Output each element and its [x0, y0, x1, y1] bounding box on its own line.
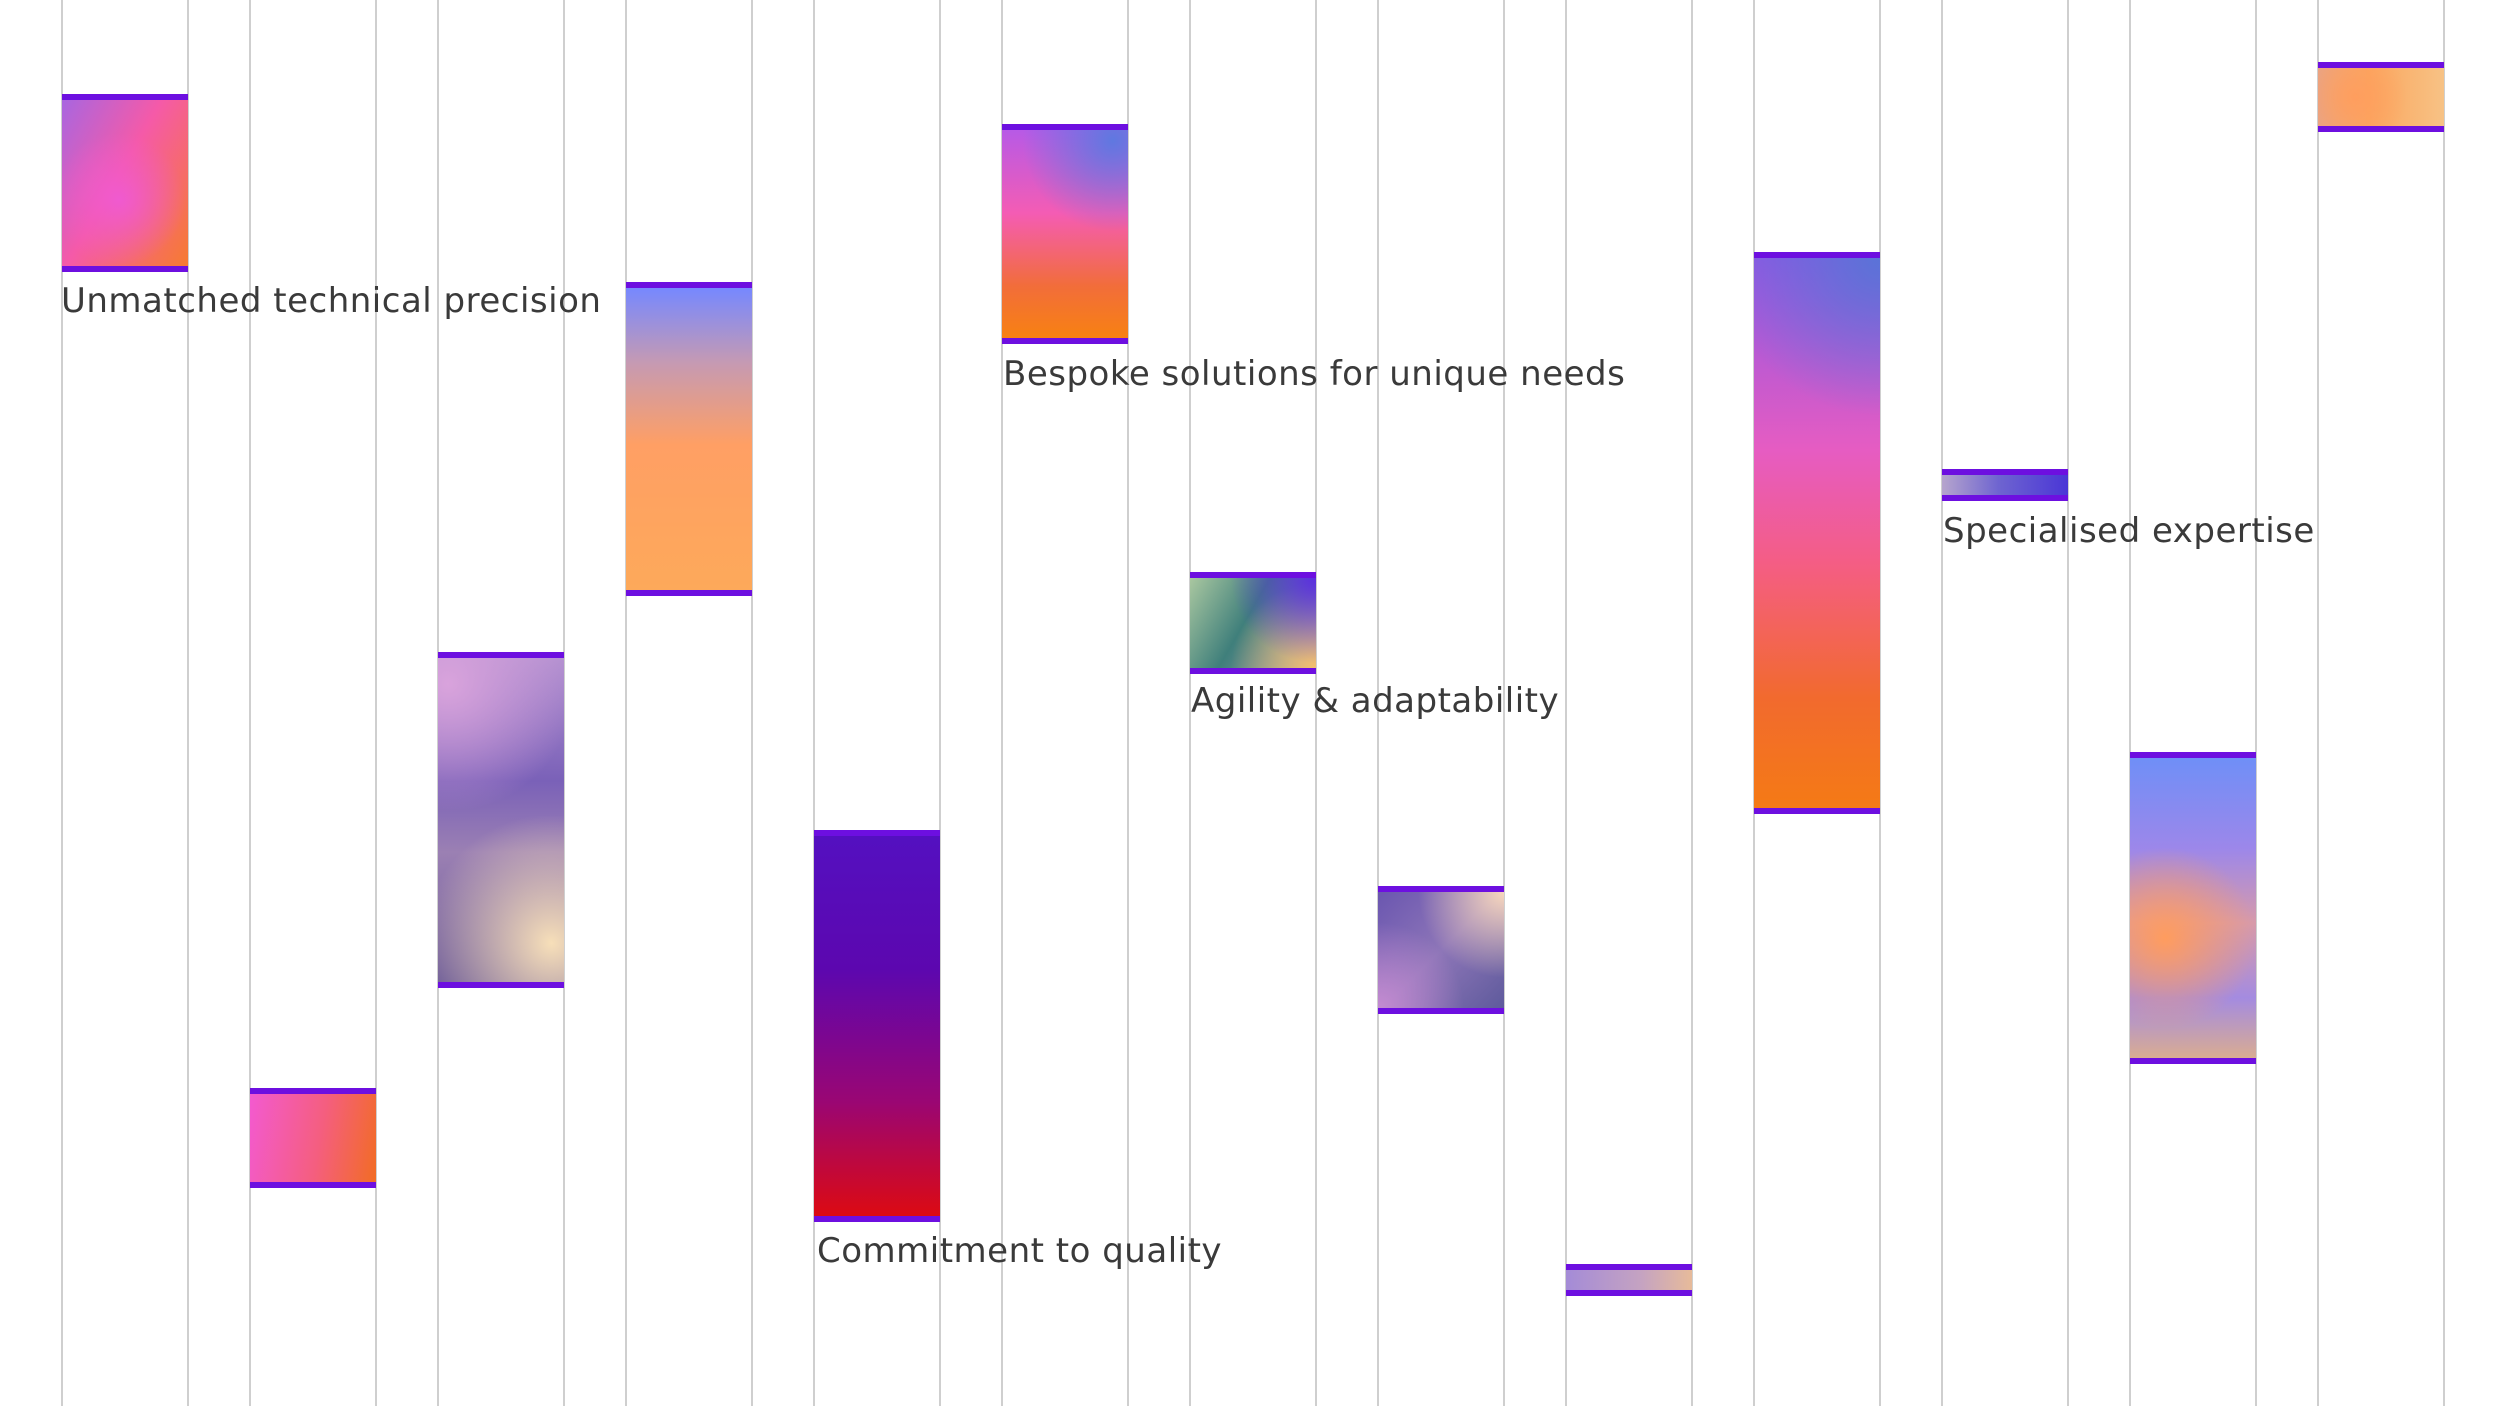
grid-line	[1189, 0, 1191, 1406]
grid-line	[2443, 0, 2445, 1406]
grid-line	[1127, 0, 1129, 1406]
grid-line	[751, 0, 753, 1406]
caption-quality: Commitment to quality	[817, 1231, 1223, 1271]
gradient-block	[250, 1088, 376, 1188]
grid-line	[813, 0, 815, 1406]
gradient-block-precision	[62, 94, 188, 272]
grid-line	[1565, 0, 1567, 1406]
grid-line	[1941, 0, 1943, 1406]
gradient-block-bespoke	[1002, 124, 1128, 344]
grid-line	[939, 0, 941, 1406]
caption-precision: Unmatched technical precision	[61, 281, 602, 321]
grid-line	[625, 0, 627, 1406]
grid-line	[1879, 0, 1881, 1406]
grid-line	[2317, 0, 2319, 1406]
grid-line	[1691, 0, 1693, 1406]
grid-line	[1001, 0, 1003, 1406]
grid-line	[1315, 0, 1317, 1406]
gradient-block	[1378, 886, 1504, 1014]
grid-line	[2067, 0, 2069, 1406]
gradient-block-agility	[1190, 572, 1316, 674]
grid-line	[563, 0, 565, 1406]
gradient-block	[1566, 1264, 1692, 1296]
grid-line	[187, 0, 189, 1406]
grid-line	[2255, 0, 2257, 1406]
gradient-block-quality	[814, 830, 940, 1222]
gradient-block	[626, 282, 752, 596]
gradient-block	[438, 652, 564, 988]
caption-expertise: Specialised expertise	[1943, 511, 2315, 551]
grid-line	[61, 0, 63, 1406]
caption-bespoke: Bespoke solutions for unique needs	[1003, 354, 1626, 394]
caption-agility: Agility & adaptability	[1191, 681, 1560, 721]
gradient-block	[2318, 62, 2444, 132]
gradient-block	[1754, 252, 1880, 814]
gradient-block	[2130, 752, 2256, 1064]
grid-line	[1377, 0, 1379, 1406]
grid-line	[2129, 0, 2131, 1406]
gradient-block-expertise	[1942, 469, 2068, 501]
grid-line	[375, 0, 377, 1406]
grid-line	[249, 0, 251, 1406]
grid-line	[1503, 0, 1505, 1406]
